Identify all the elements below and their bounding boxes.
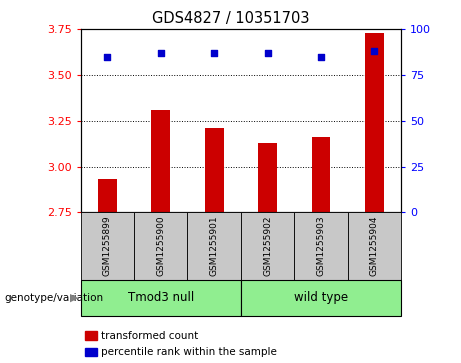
Text: Tmod3 null: Tmod3 null (128, 291, 194, 304)
Bar (312, 137, 331, 212)
Point (264, 50, 271, 56)
Text: GSM1255902: GSM1255902 (263, 216, 272, 276)
Point (104, 54, 111, 60)
Bar (365, 33, 384, 212)
Text: GSM1255903: GSM1255903 (316, 216, 325, 276)
Text: genotype/variation: genotype/variation (5, 293, 104, 303)
Bar (151, 110, 170, 212)
Bar (258, 143, 277, 212)
Bar (98, 179, 117, 212)
Point (211, 50, 218, 56)
Text: percentile rank within the sample: percentile rank within the sample (101, 347, 278, 357)
Point (371, 48, 378, 54)
Point (317, 54, 325, 60)
Point (157, 50, 165, 56)
Text: wild type: wild type (294, 291, 348, 304)
Text: ▶: ▶ (70, 293, 78, 303)
Text: GSM1255904: GSM1255904 (370, 216, 379, 276)
Bar (205, 128, 224, 212)
Text: GSM1255899: GSM1255899 (103, 216, 112, 276)
Text: GSM1255901: GSM1255901 (210, 216, 219, 276)
Text: transformed count: transformed count (101, 331, 199, 341)
Text: GDS4827 / 10351703: GDS4827 / 10351703 (152, 11, 309, 26)
Text: GSM1255900: GSM1255900 (156, 216, 165, 276)
